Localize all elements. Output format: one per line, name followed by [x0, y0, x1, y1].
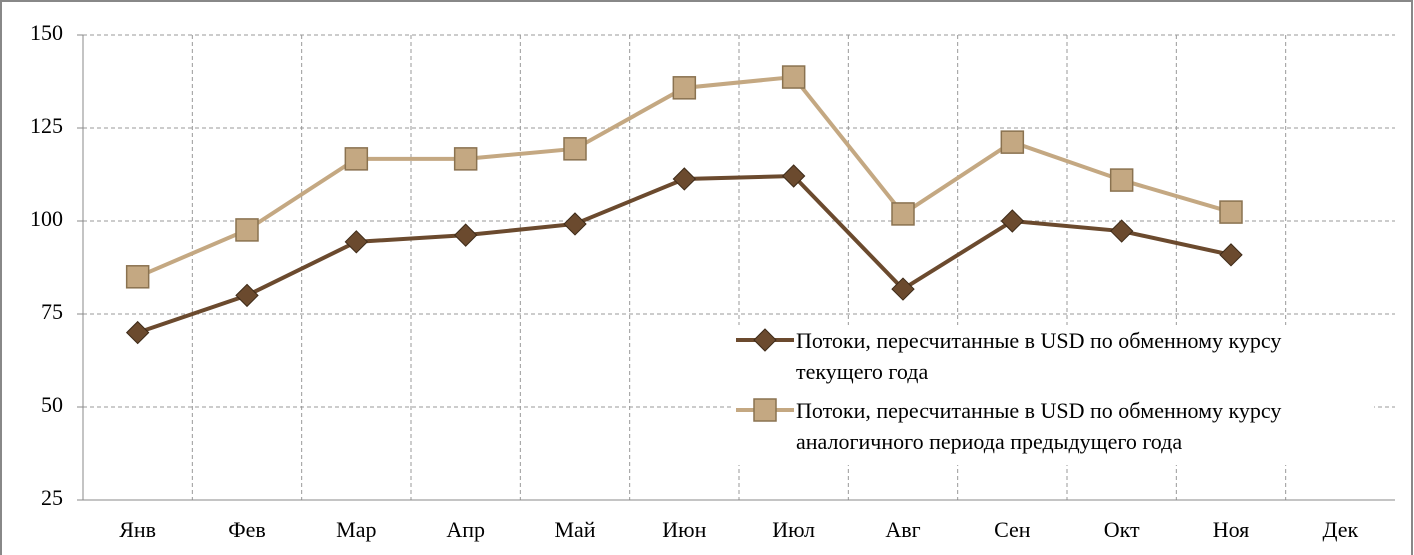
- y-tick-label: 25: [41, 485, 63, 510]
- marker: [753, 328, 777, 352]
- y-tick-label: 150: [30, 20, 63, 45]
- marker: [781, 164, 806, 188]
- marker: [1219, 200, 1243, 224]
- x-tick-label: Мар: [336, 517, 376, 542]
- marker: [1109, 219, 1134, 243]
- x-tick-label: Янв: [119, 517, 156, 542]
- x-tick-label: Окт: [1104, 517, 1140, 542]
- marker: [125, 320, 150, 345]
- x-tick-label: Авг: [885, 517, 920, 542]
- legend-item: Потоки, пересчитанные в USD по обменному…: [734, 325, 1374, 387]
- marker: [781, 65, 806, 89]
- x-tick-label: Июл: [772, 517, 815, 542]
- marker: [125, 265, 150, 289]
- marker: [1109, 168, 1134, 192]
- marker: [1000, 130, 1025, 154]
- x-tick-label: Ноя: [1213, 517, 1250, 542]
- legend-item: Потоки, пересчитанные в USD по обменному…: [734, 395, 1374, 457]
- marker: [1000, 209, 1025, 233]
- x-tick-label: Фев: [228, 517, 266, 542]
- x-tick-label: Апр: [446, 517, 485, 542]
- y-tick-label: 125: [30, 113, 63, 138]
- y-tick-label: 100: [30, 206, 63, 231]
- marker: [563, 212, 587, 236]
- legend-swatch: [736, 398, 794, 422]
- marker: [753, 398, 777, 422]
- x-tick-label: Июн: [662, 517, 706, 542]
- x-tick-label: Дек: [1322, 517, 1358, 542]
- marker: [453, 223, 478, 247]
- marker: [891, 202, 915, 226]
- marker: [235, 218, 259, 242]
- y-tick-label: 50: [41, 392, 63, 417]
- y-tick-label: 75: [41, 299, 63, 324]
- marker: [344, 147, 369, 171]
- legend-label: Потоки, пересчитанные в USD по обменному…: [796, 328, 1282, 384]
- legend-swatch: [736, 328, 794, 352]
- marker: [563, 137, 587, 161]
- marker: [672, 76, 697, 100]
- marker: [344, 230, 369, 254]
- legend-label: Потоки, пересчитанные в USD по обменному…: [796, 398, 1282, 454]
- marker: [453, 147, 478, 171]
- x-tick-label: Май: [554, 517, 595, 542]
- x-tick-label: Сен: [994, 517, 1031, 542]
- marker: [672, 167, 697, 191]
- marker: [891, 277, 915, 301]
- marker: [1219, 243, 1243, 267]
- marker: [235, 283, 259, 308]
- legend: Потоки, пересчитанные в USD по обменному…: [734, 325, 1374, 465]
